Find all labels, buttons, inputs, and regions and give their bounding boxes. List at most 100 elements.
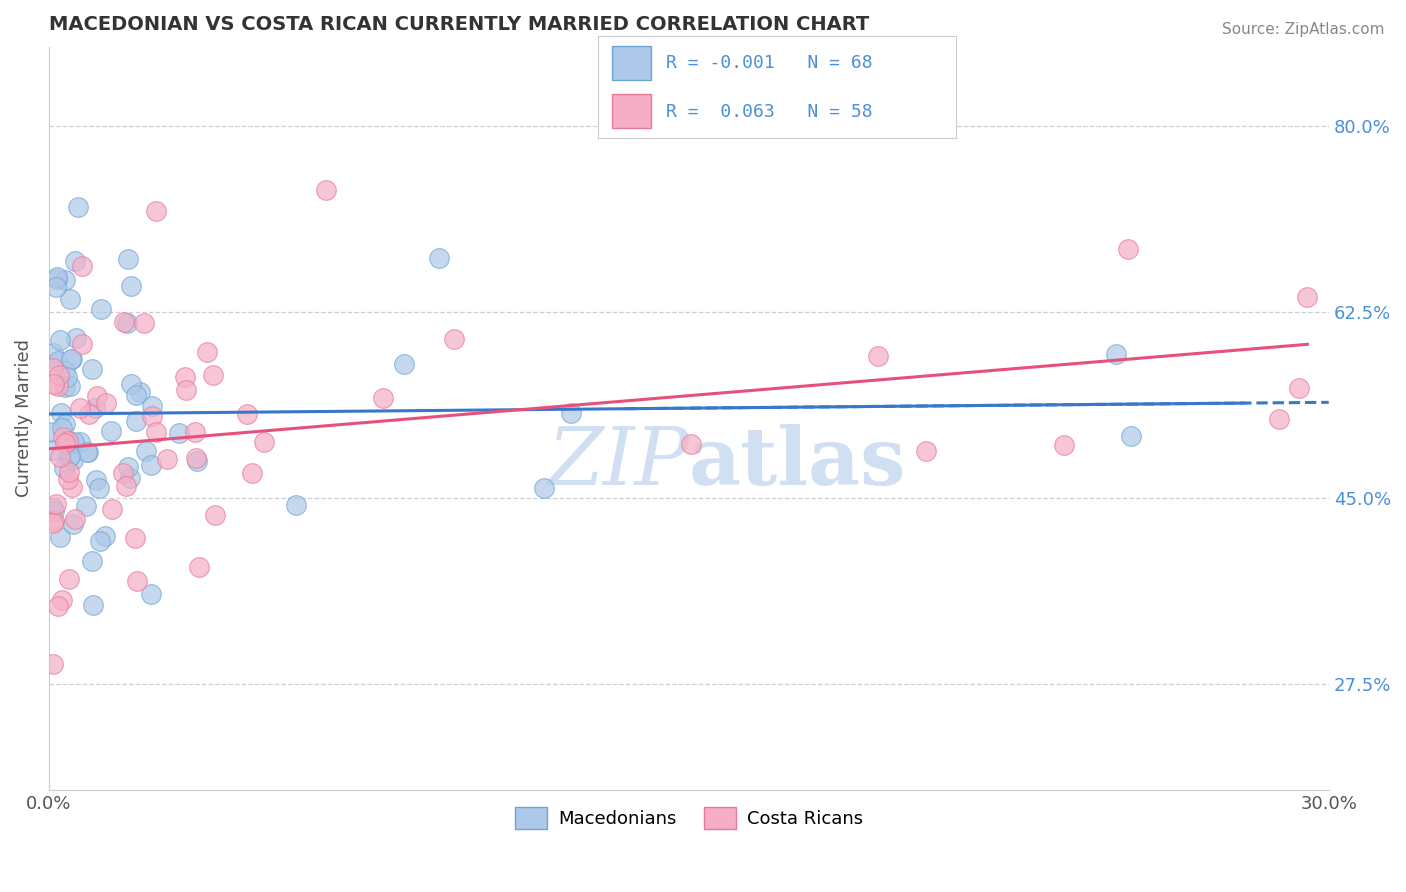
Point xyxy=(866,349,889,363)
Point xyxy=(315,183,337,197)
Point xyxy=(135,444,157,458)
Point xyxy=(1053,438,1076,452)
Point xyxy=(188,560,211,574)
Point xyxy=(60,480,83,494)
Bar xyxy=(612,95,651,128)
Point xyxy=(252,434,274,449)
Point xyxy=(117,460,139,475)
Point xyxy=(94,395,117,409)
Point xyxy=(69,401,91,415)
Point xyxy=(58,451,80,466)
Point xyxy=(371,391,394,405)
Point xyxy=(167,426,190,441)
Point xyxy=(80,362,103,376)
Point xyxy=(82,599,104,613)
Point xyxy=(63,512,86,526)
Point xyxy=(65,331,87,345)
Point xyxy=(914,444,936,458)
Point xyxy=(70,259,93,273)
Point xyxy=(42,361,65,376)
Point xyxy=(62,516,84,531)
Point xyxy=(42,501,65,516)
Point xyxy=(186,451,208,466)
Point xyxy=(174,383,197,397)
Point xyxy=(56,472,79,486)
Legend: Macedonians, Costa Ricans: Macedonians, Costa Ricans xyxy=(508,800,870,837)
Point xyxy=(284,498,307,512)
Point xyxy=(1296,290,1319,304)
Point xyxy=(82,554,104,568)
Point xyxy=(86,473,108,487)
Point xyxy=(115,316,138,330)
Point xyxy=(58,465,80,479)
Point xyxy=(75,499,97,513)
Point xyxy=(101,501,124,516)
Point xyxy=(560,406,582,420)
Point xyxy=(42,425,65,439)
Y-axis label: Currently Married: Currently Married xyxy=(15,339,32,498)
Bar xyxy=(612,45,651,79)
Point xyxy=(145,425,167,439)
Point xyxy=(59,378,82,392)
Point xyxy=(186,454,208,468)
Point xyxy=(70,337,93,351)
Point xyxy=(42,504,65,518)
Point xyxy=(42,346,65,360)
Point xyxy=(1105,347,1128,361)
Point xyxy=(141,399,163,413)
Point xyxy=(139,458,162,472)
Point xyxy=(120,376,142,391)
Point xyxy=(56,369,79,384)
Point xyxy=(173,370,195,384)
Point xyxy=(145,204,167,219)
Point xyxy=(45,269,67,284)
Point xyxy=(93,529,115,543)
Point xyxy=(45,279,67,293)
Point xyxy=(46,378,69,392)
Point xyxy=(58,449,80,463)
Point xyxy=(49,450,72,464)
Point xyxy=(62,453,84,467)
Point xyxy=(1268,411,1291,425)
Point xyxy=(1116,242,1139,256)
Point xyxy=(51,592,73,607)
Point xyxy=(240,467,263,481)
Point xyxy=(125,388,148,402)
Point xyxy=(84,401,107,416)
Point xyxy=(679,436,702,450)
Point xyxy=(42,376,65,391)
Point xyxy=(46,272,69,286)
Point xyxy=(48,368,70,383)
Point xyxy=(53,364,76,378)
Point xyxy=(76,445,98,459)
Point xyxy=(117,252,139,267)
Point xyxy=(100,424,122,438)
Point xyxy=(1121,429,1143,443)
Point xyxy=(114,478,136,492)
Point xyxy=(46,599,69,613)
Point xyxy=(394,357,416,371)
Text: R =  0.063   N = 58: R = 0.063 N = 58 xyxy=(665,103,872,120)
Point xyxy=(125,574,148,588)
Point xyxy=(49,406,72,420)
Point xyxy=(195,344,218,359)
Point xyxy=(60,351,83,366)
Point xyxy=(1288,381,1310,395)
Point xyxy=(53,417,76,432)
Point xyxy=(112,314,135,328)
Point xyxy=(48,530,70,544)
Point xyxy=(76,445,98,459)
Point xyxy=(42,516,65,530)
Point xyxy=(125,414,148,428)
Point xyxy=(52,461,75,475)
Text: MACEDONIAN VS COSTA RICAN CURRENTLY MARRIED CORRELATION CHART: MACEDONIAN VS COSTA RICAN CURRENTLY MARR… xyxy=(49,15,869,34)
Point xyxy=(63,434,86,449)
Point xyxy=(118,471,141,485)
Point xyxy=(132,316,155,330)
Point xyxy=(89,534,111,549)
Point xyxy=(90,302,112,317)
Point xyxy=(141,586,163,600)
Point xyxy=(46,353,69,368)
Point xyxy=(184,425,207,440)
Point xyxy=(533,481,555,495)
